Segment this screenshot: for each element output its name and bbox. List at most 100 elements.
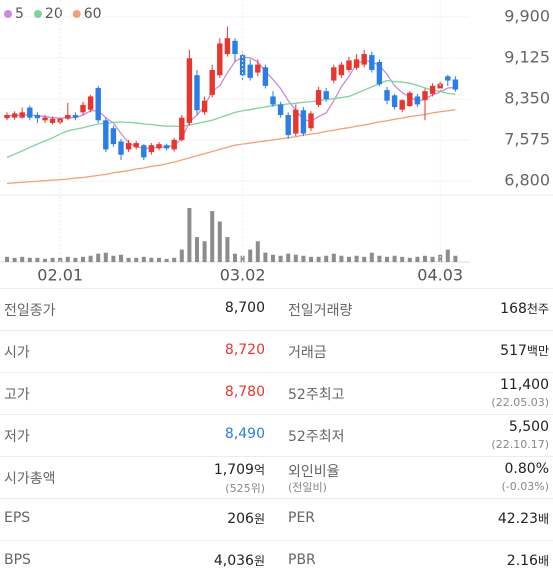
candle-body	[87, 96, 94, 110]
volume-bar	[407, 257, 412, 262]
table-cell: PER 42.23배	[288, 499, 549, 540]
table-row: 전일종가 8,700 전일거래량 168천주	[0, 288, 553, 330]
volume-bar	[354, 255, 359, 262]
candle-body	[34, 114, 41, 119]
volume-bar	[210, 211, 215, 262]
stat-value: 2.16배	[507, 552, 549, 569]
candle-body	[42, 117, 48, 121]
volume-bar	[5, 256, 9, 262]
legend-label: 20	[45, 6, 63, 22]
volume-bar	[331, 253, 336, 262]
stat-label: 저가	[4, 429, 30, 445]
value-text: 517	[500, 343, 527, 359]
volume-bar	[225, 237, 230, 262]
stat-value: 8,780	[225, 384, 265, 400]
candle-body	[194, 75, 200, 111]
stat-value: 517백만	[500, 342, 549, 359]
candle-body	[270, 96, 276, 105]
table-row: 시가총액 1,709억 (525위) 외인비율 (전일비) 0.80% (-0.03%)	[0, 456, 553, 498]
volume-bar	[103, 252, 108, 262]
value-text: 168	[500, 301, 527, 317]
volume-bar	[248, 249, 253, 262]
value-unit: 억	[253, 463, 265, 477]
value-unit: 원	[253, 512, 265, 526]
value-text: 0.80%	[504, 461, 549, 477]
stat-value: 0.80%	[505, 461, 549, 477]
candle-body	[201, 100, 208, 113]
volume-bar	[217, 221, 222, 262]
value-text: 8,490	[224, 426, 265, 442]
stat-value: 8,700	[225, 300, 265, 316]
table-cell: 고가 8,780	[4, 373, 265, 414]
volume-bar	[392, 255, 397, 262]
candle-body	[315, 90, 322, 105]
volume-bar	[134, 257, 139, 262]
table-row: BPS 4,036원 PBR 2.16배	[0, 540, 553, 582]
volume-bar	[309, 256, 313, 262]
candle-body	[255, 64, 261, 73]
stat-label: 전일거래량	[288, 303, 353, 319]
candle-body	[293, 109, 299, 134]
x-tick-label: 04.03	[417, 266, 463, 285]
volume-bar	[111, 255, 116, 262]
candle-body	[118, 141, 124, 155]
stat-label: BPS	[4, 552, 31, 568]
stat-sub: (22.05.03)	[491, 396, 549, 409]
volume-bar	[141, 256, 146, 262]
candle-body	[452, 79, 459, 90]
volume-bar	[255, 241, 260, 262]
value-unit: 천주	[526, 302, 549, 316]
candle-body	[300, 110, 307, 134]
ma-line	[6, 56, 456, 150]
legend-dot	[33, 10, 42, 18]
candle-body	[95, 87, 101, 121]
candle-body	[331, 67, 337, 81]
volume-bar	[195, 237, 199, 262]
candle-body	[399, 100, 405, 110]
candle-body	[125, 143, 132, 150]
volume-bar	[293, 254, 298, 262]
candle-body	[262, 67, 269, 86]
volume-bar	[202, 241, 207, 262]
stat-sub: (22.10.17)	[491, 438, 549, 451]
value-text: 8,720	[224, 342, 265, 358]
y-tick-label: 9,900	[504, 6, 550, 25]
value-text: 5,500	[508, 419, 549, 435]
volume-bar	[377, 255, 382, 262]
stat-label: 고가	[4, 387, 30, 403]
stat-sub: (525위)	[225, 482, 265, 495]
volume-bar	[240, 255, 245, 262]
stat-label-sub: (전일비)	[288, 481, 327, 494]
candle-body	[414, 96, 421, 105]
volume-bar	[12, 257, 17, 262]
candle-body	[445, 76, 451, 81]
stat-value: 168천주	[500, 300, 549, 317]
volume-bar	[445, 249, 450, 262]
volume-bar	[430, 256, 435, 262]
table-cell: PBR 2.16배	[288, 541, 549, 582]
volume-bar	[278, 255, 283, 262]
candle-body	[277, 104, 284, 115]
volume-bar	[415, 256, 420, 262]
stat-label: 외인비율	[288, 464, 340, 480]
volume-bar	[58, 257, 63, 262]
stat-label: 52주최고	[288, 387, 345, 403]
legend-label: 5	[15, 6, 24, 22]
candle-body	[361, 54, 367, 65]
candle-body	[141, 145, 147, 158]
volume-bar	[271, 254, 275, 262]
volume-bar	[157, 257, 161, 262]
volume-bar	[172, 257, 177, 262]
stat-value: 8,490	[225, 426, 265, 442]
chart: 9,900 9,125 8,350 7,575 6,800 5 20 60 02.01 03.02…	[0, 0, 553, 285]
volume-bar	[96, 253, 101, 262]
volume-bar	[88, 255, 93, 262]
y-tick-label: 9,125	[504, 48, 550, 67]
candle-body	[19, 112, 25, 118]
candle-body	[72, 114, 79, 118]
stat-label: 전일종가	[4, 303, 56, 319]
candle-body	[148, 145, 155, 153]
candle-body	[27, 107, 33, 118]
volume-bar	[73, 257, 78, 262]
